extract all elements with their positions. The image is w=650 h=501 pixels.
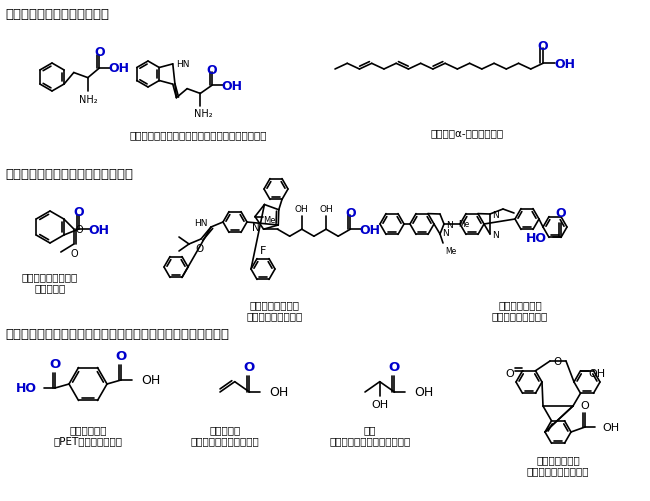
Text: OH: OH [371,399,388,409]
Text: N: N [252,223,259,233]
Text: 生体内に存在するカルボン酸: 生体内に存在するカルボン酸 [5,8,109,21]
Text: OH: OH [295,205,309,214]
Text: Me: Me [458,219,469,228]
Text: アセチルサリチル酸
（鎮痛剤）: アセチルサリチル酸 （鎮痛剤） [22,272,78,293]
Text: アトルバスタチン
（高脂血症治療薬）: アトルバスタチン （高脂血症治療薬） [247,300,303,321]
Text: O: O [73,206,84,219]
Text: フルオレセイン
（蛍光色素、着色料）: フルオレセイン （蛍光色素、着色料） [526,454,590,475]
Text: テレフタル酸
（PETボトルの原料）: テレフタル酸 （PETボトルの原料） [53,424,122,446]
Text: Me: Me [263,215,276,224]
Text: F: F [260,245,266,256]
Text: Me: Me [445,246,456,256]
Text: HN: HN [194,219,208,228]
Text: HO: HO [526,231,547,244]
Text: O: O [207,64,217,77]
Text: アクリル酸
（高吸水性ゲルの原料）: アクリル酸 （高吸水性ゲルの原料） [190,424,259,446]
Text: O: O [94,47,105,60]
Text: O: O [506,368,515,378]
Text: N: N [446,220,453,229]
Text: O: O [116,349,127,362]
Text: OH: OH [88,223,109,236]
Text: O: O [556,207,566,220]
Text: テルミサルタン
（高血圧症治療薬）: テルミサルタン （高血圧症治療薬） [492,300,548,321]
Text: O: O [244,360,255,373]
Text: OH: OH [588,368,606,378]
Text: N: N [442,229,448,238]
Text: O: O [580,400,590,410]
Text: OH: OH [221,80,242,93]
Text: OH: OH [319,205,333,214]
Text: O: O [554,356,562,366]
Text: プラスチックの原料や機能性分子として用いられるカルボン酸: プラスチックの原料や機能性分子として用いられるカルボン酸 [5,327,229,340]
Text: NH₂: NH₂ [194,109,213,119]
Text: 医薬品として用いられるカルボン酸: 医薬品として用いられるカルボン酸 [5,168,133,181]
Text: OH: OH [554,58,575,71]
Text: OH: OH [415,386,434,399]
Text: N: N [492,230,499,239]
Text: HO: HO [16,382,37,395]
Text: O: O [49,357,60,370]
Text: NH₂: NH₂ [79,95,97,104]
Text: OH: OH [141,374,161,387]
Text: 乳酸
（生分解性ポリマーの原料）: 乳酸 （生分解性ポリマーの原料） [330,424,411,446]
Text: OH: OH [109,62,130,75]
Text: OH: OH [602,422,619,432]
Text: OH: OH [270,386,289,399]
Text: O: O [70,248,77,259]
Text: O: O [195,243,203,254]
Text: N: N [492,210,499,219]
Text: O: O [538,40,549,53]
Text: O: O [389,360,400,373]
Text: O: O [76,224,83,234]
Text: HN: HN [176,60,189,69]
Text: アミノ酸（フェニルアラニン、トリプトファン）: アミノ酸（フェニルアラニン、トリプトファン） [130,130,268,140]
Text: OH: OH [360,223,381,236]
Text: O: O [345,206,356,219]
Text: 脂肪酸（α-リノール酸）: 脂肪酸（α-リノール酸） [430,128,504,138]
